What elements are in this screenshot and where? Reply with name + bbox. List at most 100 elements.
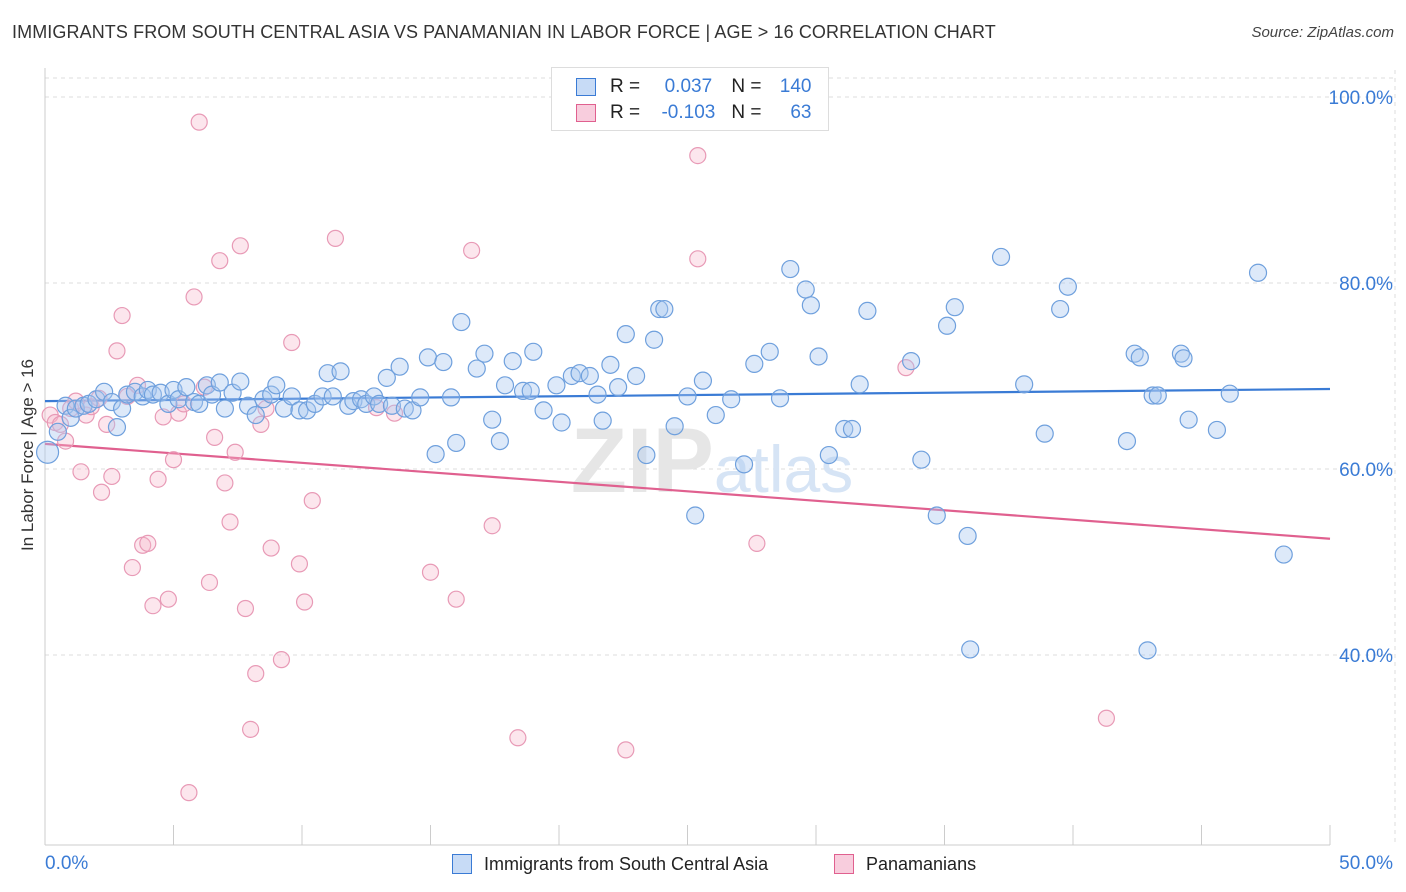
data-point-panamanian bbox=[689, 146, 707, 165]
data-point-south-central-asia bbox=[35, 440, 60, 464]
data-point-south-central-asia bbox=[637, 445, 656, 465]
data-point-south-central-asia bbox=[626, 366, 646, 386]
data-point-south-central-asia bbox=[87, 390, 106, 409]
bottom-legend-label-blue: Immigrants from South Central Asia bbox=[484, 853, 769, 874]
data-point-south-central-asia bbox=[513, 381, 533, 400]
data-point-south-central-asia bbox=[61, 408, 80, 427]
data-point-south-central-asia bbox=[418, 348, 438, 367]
data-point-south-central-asia bbox=[1248, 263, 1268, 282]
data-point-panamanian bbox=[421, 563, 440, 581]
source-label: Source: ZipAtlas.com bbox=[1251, 24, 1394, 41]
data-point-south-central-asia bbox=[1051, 299, 1070, 319]
data-point-south-central-asia bbox=[722, 390, 741, 409]
y-tick-label: 80.0% bbox=[1339, 274, 1393, 295]
trend-lines bbox=[44, 387, 1331, 540]
data-point-south-central-asia bbox=[1143, 386, 1162, 405]
data-point-panamanian bbox=[367, 399, 386, 417]
data-point-south-central-asia bbox=[323, 387, 342, 406]
data-point-south-central-asia bbox=[1117, 432, 1137, 451]
y-tick-label: 100.0% bbox=[1329, 88, 1394, 109]
legend-n-label: N = bbox=[731, 102, 762, 123]
data-point-panamanian bbox=[303, 492, 321, 510]
data-point-south-central-asia bbox=[961, 640, 980, 659]
data-point-panamanian bbox=[295, 593, 314, 611]
data-point-south-central-asia bbox=[215, 399, 234, 418]
data-point-panamanian bbox=[216, 474, 234, 492]
data-point-panamanian bbox=[113, 306, 131, 325]
data-point-south-central-asia bbox=[912, 450, 931, 469]
data-point-south-central-asia bbox=[927, 506, 946, 525]
data-point-panamanian bbox=[272, 651, 291, 669]
data-point-panamanian bbox=[144, 597, 162, 615]
data-point-panamanian bbox=[103, 467, 121, 486]
data-point-south-central-asia bbox=[616, 325, 635, 344]
correlation-legend: R = 0.037 N = 140 R = -0.103 N = 63 bbox=[551, 67, 829, 131]
data-point-south-central-asia bbox=[609, 378, 628, 397]
bottom-legend-blue: Immigrants from South Central Asia bbox=[452, 852, 768, 876]
data-point-south-central-asia bbox=[357, 394, 376, 413]
data-point-south-central-asia bbox=[483, 410, 502, 429]
data-point-south-central-asia bbox=[190, 394, 209, 413]
legend-swatch-blue bbox=[576, 78, 596, 96]
data-point-south-central-asia bbox=[159, 394, 178, 413]
data-point-south-central-asia bbox=[246, 405, 265, 425]
data-point-panamanian bbox=[236, 599, 255, 618]
data-point-south-central-asia bbox=[56, 396, 75, 415]
data-point-south-central-asia bbox=[801, 296, 820, 315]
data-point-south-central-asia bbox=[760, 342, 779, 361]
bottom-legend-label-pink: Panamanians bbox=[866, 853, 977, 874]
y-tick-label: 60.0% bbox=[1339, 460, 1393, 481]
data-point-panamanian bbox=[252, 415, 270, 433]
data-point-south-central-asia bbox=[411, 388, 430, 407]
legend-r-label: R = bbox=[610, 76, 641, 97]
data-point-south-central-asia bbox=[238, 396, 258, 415]
data-point-south-central-asia bbox=[305, 394, 324, 413]
data-point-panamanian bbox=[159, 590, 177, 608]
data-point-panamanian bbox=[689, 250, 707, 268]
data-point-south-central-asia bbox=[48, 422, 67, 441]
data-point-panamanian bbox=[211, 252, 229, 270]
data-point-panamanian bbox=[200, 573, 219, 592]
legend-r-value-pink: -0.103 bbox=[661, 102, 716, 123]
data-point-south-central-asia bbox=[290, 401, 309, 420]
data-point-south-central-asia bbox=[452, 312, 471, 332]
data-point-south-central-asia bbox=[210, 373, 229, 392]
data-point-south-central-asia bbox=[1058, 277, 1077, 296]
legend-row-blue: R = 0.037 N = 140 bbox=[576, 75, 812, 99]
data-point-south-central-asia bbox=[686, 506, 705, 525]
data-point-south-central-asia bbox=[426, 445, 445, 464]
data-point-south-central-asia bbox=[858, 301, 877, 320]
data-point-south-central-asia bbox=[107, 418, 127, 437]
data-point-panamanian bbox=[447, 590, 465, 608]
data-point-south-central-asia bbox=[1207, 420, 1227, 440]
data-point-south-central-asia bbox=[850, 375, 869, 394]
data-point-south-central-asia bbox=[262, 385, 281, 404]
data-point-panamanian bbox=[98, 415, 116, 433]
x-tick-label-start: 0.0% bbox=[45, 853, 88, 874]
data-point-south-central-asia bbox=[1174, 349, 1193, 368]
bottom-legend-pink: Panamanians bbox=[834, 852, 976, 876]
data-point-south-central-asia bbox=[441, 388, 461, 407]
legend-r-value-blue: 0.037 bbox=[664, 76, 713, 97]
data-point-south-central-asia bbox=[593, 411, 612, 430]
data-point-south-central-asia bbox=[835, 419, 854, 439]
data-point-panamanian bbox=[108, 342, 126, 360]
x-tick-label-end: 50.0% bbox=[1339, 853, 1393, 874]
data-point-panamanian bbox=[483, 517, 501, 535]
legend-n-value-blue: 140 bbox=[779, 76, 812, 97]
data-point-south-central-asia bbox=[282, 387, 301, 406]
data-point-south-central-asia bbox=[588, 385, 607, 404]
data-point-south-central-asia bbox=[665, 417, 684, 436]
legend-swatch-pink bbox=[576, 104, 596, 122]
data-point-panamanian bbox=[226, 443, 244, 461]
data-point-panamanian bbox=[72, 463, 90, 481]
data-point-panamanian bbox=[206, 428, 224, 446]
data-point-south-central-asia bbox=[958, 526, 977, 546]
axes bbox=[44, 68, 1331, 846]
data-point-panamanian bbox=[242, 720, 260, 739]
data-point-panamanian bbox=[617, 741, 635, 759]
data-point-south-central-asia bbox=[644, 330, 664, 349]
data-point-panamanian bbox=[1097, 709, 1116, 727]
data-point-panamanian bbox=[385, 404, 404, 422]
